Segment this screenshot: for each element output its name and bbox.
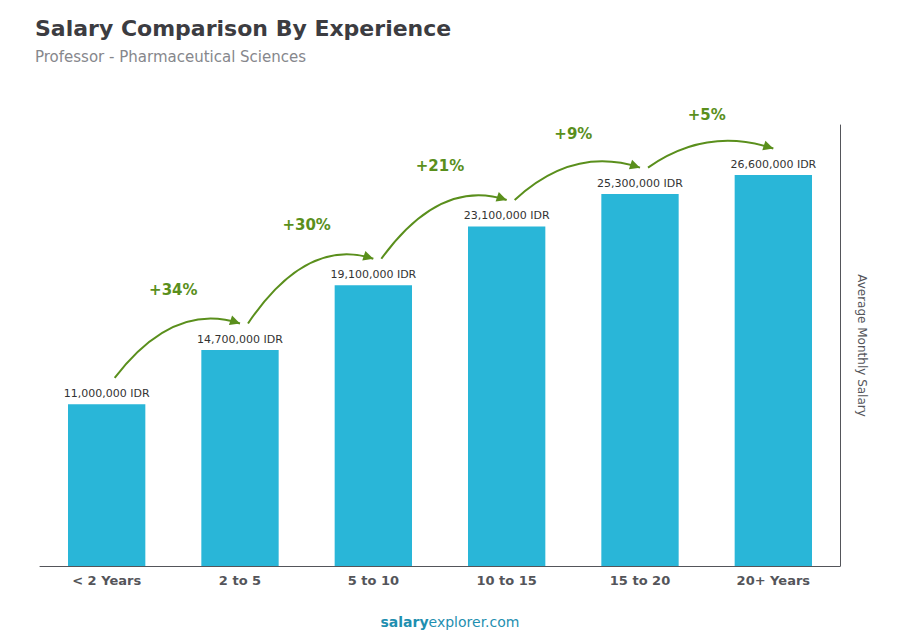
svg-text:< 2 Years: < 2 Years: [72, 573, 141, 588]
svg-text:Professor - Pharmaceutical Sci: Professor - Pharmaceutical Sciences: [35, 48, 306, 66]
svg-text:26,600,000 IDR: 26,600,000 IDR: [730, 158, 816, 171]
svg-text:salary: salary: [381, 614, 429, 630]
svg-text:+5%: +5%: [688, 106, 726, 124]
svg-text:20+ Years: 20+ Years: [737, 573, 811, 588]
svg-text:19,100,000 IDR: 19,100,000 IDR: [330, 268, 416, 281]
svg-text:10 to 15: 10 to 15: [476, 573, 536, 588]
svg-text:2 to 5: 2 to 5: [219, 573, 261, 588]
svg-text:explorer.com: explorer.com: [429, 614, 520, 630]
svg-text:Average Monthly Salary: Average Monthly Salary: [855, 274, 869, 417]
svg-text:+9%: +9%: [554, 125, 592, 143]
svg-text:5 to 10: 5 to 10: [348, 573, 399, 588]
svg-text:+21%: +21%: [416, 157, 464, 175]
svg-text:25,300,000 IDR: 25,300,000 IDR: [597, 177, 683, 190]
svg-text:+34%: +34%: [149, 281, 197, 299]
svg-text:23,100,000 IDR: 23,100,000 IDR: [464, 209, 550, 222]
svg-text:Salary Comparison By Experienc: Salary Comparison By Experience: [35, 16, 451, 41]
svg-text:11,000,000 IDR: 11,000,000 IDR: [64, 387, 150, 400]
svg-text:15 to 20: 15 to 20: [610, 573, 670, 588]
svg-text:+30%: +30%: [282, 216, 330, 234]
svg-text:14,700,000 IDR: 14,700,000 IDR: [197, 333, 283, 346]
